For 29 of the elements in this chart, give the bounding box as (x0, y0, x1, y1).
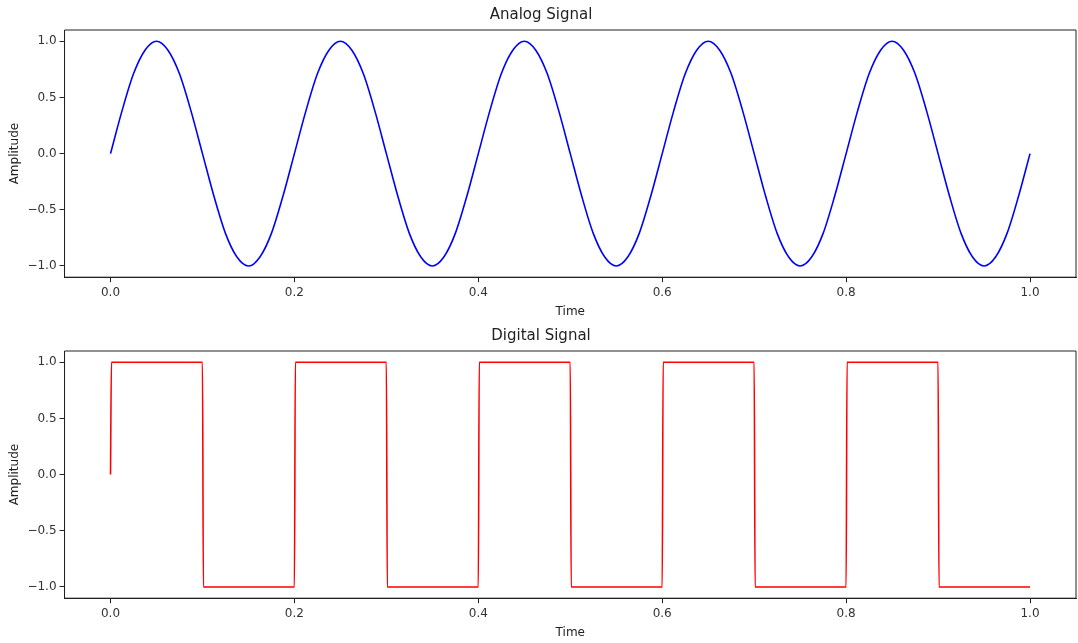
y-tick-label: −0.5 (27, 522, 57, 537)
y-tick-label: 0.5 (37, 89, 57, 104)
x-axis-title: Time (554, 303, 585, 318)
y-tick-label: 0.5 (37, 410, 57, 425)
y-tick-label: 1.0 (37, 33, 57, 48)
x-tick-label: 0.2 (284, 284, 304, 299)
x-tick-label: 0.6 (652, 284, 672, 299)
x-tick-label: 0.2 (284, 605, 304, 620)
x-tick-label: 1.0 (1020, 605, 1040, 620)
x-tick-label: 0.6 (652, 605, 672, 620)
x-tick-label: 0.4 (468, 605, 488, 620)
y-tick-label: 0.0 (37, 145, 57, 160)
x-tick-label: 1.0 (1020, 284, 1040, 299)
y-tick-label: 0.0 (37, 466, 57, 481)
x-tick-label: 0.8 (836, 605, 856, 620)
x-tick-label: 0.0 (100, 605, 121, 620)
y-tick-label: −1.0 (27, 579, 57, 594)
chart-title: Analog Signal (489, 4, 593, 23)
x-tick-label: 0.0 (100, 284, 121, 299)
x-tick-label: 0.8 (836, 284, 856, 299)
y-tick-label: −0.5 (27, 201, 57, 216)
x-axis-title: Time (554, 624, 585, 639)
x-tick-label: 0.4 (468, 284, 488, 299)
y-axis-title: Amplitude (7, 443, 22, 506)
y-tick-label: −1.0 (27, 258, 57, 273)
line-series (109, 40, 1031, 267)
y-tick-label: 1.0 (37, 354, 57, 369)
chart-title: Digital Signal (491, 325, 591, 344)
y-axis-title: Amplitude (7, 122, 22, 185)
